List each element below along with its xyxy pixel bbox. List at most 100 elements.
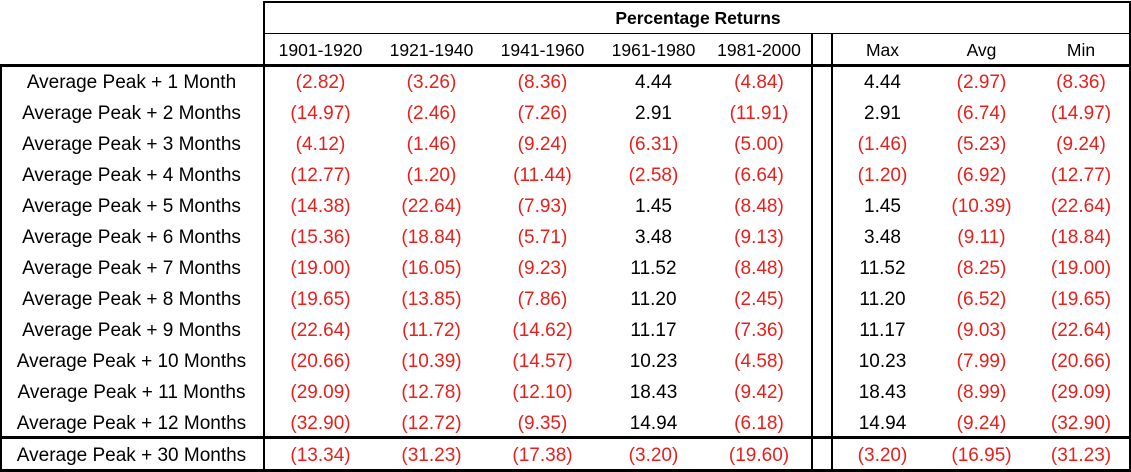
- row-label: Average Peak + 6 Months: [22, 227, 241, 248]
- border-gap-right: [831, 33, 833, 472]
- table-cell: (14.97): [1050, 103, 1112, 124]
- table-cell: (12.77): [1050, 165, 1112, 186]
- column-header-0: 1901-1920: [278, 40, 363, 60]
- border-label-divider: [263, 64, 265, 472]
- table-cell: (6.74): [956, 103, 1007, 124]
- table-cell: (20.66): [1050, 351, 1112, 372]
- border-bottom: [0, 469, 1131, 472]
- table-cell: (12.72): [401, 413, 462, 434]
- table-cell: (14.97): [290, 103, 351, 124]
- column-header-6: Avg: [966, 40, 997, 60]
- table-cell: (13.34): [290, 445, 351, 466]
- row-label: Average Peak + 4 Months: [22, 165, 241, 186]
- table-cell: (8.25): [956, 258, 1007, 279]
- table-cell: 10.23: [858, 351, 907, 372]
- table-cell: 1.45: [864, 196, 901, 217]
- table-cell: (18.84): [401, 227, 462, 248]
- table-cell: (29.09): [290, 382, 351, 403]
- table-cell: (4.12): [295, 134, 346, 155]
- table-cell: 11.52: [630, 258, 677, 279]
- table-cell: (14.57): [512, 351, 573, 372]
- table-cell: (6.31): [628, 134, 679, 155]
- table-cell: (9.35): [517, 413, 568, 434]
- table-cell: (11.72): [402, 320, 461, 341]
- table-cell: (12.77): [290, 165, 351, 186]
- table-cell: 11.20: [630, 289, 677, 310]
- border-left-body: [0, 64, 2, 472]
- table-cell: (9.24): [956, 413, 1007, 434]
- table-cell: (19.00): [1050, 258, 1112, 279]
- table-cell: (1.46): [406, 134, 457, 155]
- table-cell: 2.91: [864, 103, 901, 124]
- table-cell: (18.84): [1050, 227, 1112, 248]
- table-cell: (1.20): [857, 165, 908, 186]
- table-cell: (6.64): [734, 165, 784, 186]
- table-cell: (1.20): [406, 165, 457, 186]
- table-cell: (7.93): [517, 196, 568, 217]
- table-cell: (5.71): [517, 227, 568, 248]
- table-cell: (8.36): [1056, 72, 1106, 93]
- table-cell: (9.42): [734, 382, 784, 403]
- table-cell: (2.45): [734, 289, 784, 310]
- table-cell: 3.48: [635, 227, 672, 248]
- table-cell: 11.17: [859, 320, 906, 341]
- table-cell: (2.46): [406, 103, 457, 124]
- table-cell: (32.90): [290, 413, 351, 434]
- table-cell: (4.84): [734, 72, 784, 93]
- table-cell: 3.48: [864, 227, 901, 248]
- table-cell: (9.24): [517, 134, 568, 155]
- table-cell: (9.13): [734, 227, 784, 248]
- table-cell: (14.38): [290, 196, 351, 217]
- table-cell: (6.18): [734, 413, 784, 434]
- column-header-5: Max: [865, 40, 900, 60]
- border-left-header: [263, 1, 265, 67]
- border-right: [1129, 1, 1131, 472]
- table-cell: (12.10): [512, 382, 573, 403]
- table-cell: 18.43: [629, 382, 678, 403]
- border-top: [263, 1, 1131, 3]
- table-cell: (22.64): [1050, 320, 1112, 341]
- table-cell: (8.99): [956, 382, 1007, 403]
- table-cell: (22.64): [401, 196, 462, 217]
- table-cell: 11.17: [630, 320, 677, 341]
- table-cell: (19.65): [290, 289, 351, 310]
- table-cell: (10.39): [401, 351, 462, 372]
- table-cell: (4.58): [734, 351, 784, 372]
- table-title: Percentage Returns: [615, 8, 781, 28]
- table-cell: (2.82): [295, 72, 346, 93]
- table-cell: 2.91: [635, 103, 672, 124]
- table-cell: (31.23): [1050, 445, 1112, 466]
- row-label: Average Peak + 30 Months: [16, 445, 247, 466]
- table-cell: (11.91): [729, 103, 789, 124]
- table-cell: 11.20: [859, 289, 906, 310]
- table-cell: (1.46): [857, 134, 908, 155]
- table-cell: 4.44: [635, 72, 672, 93]
- table-cell: 14.94: [629, 413, 678, 434]
- table-cell: 10.23: [629, 351, 678, 372]
- table-cell: 1.45: [635, 196, 672, 217]
- table-cell: (5.23): [956, 134, 1007, 155]
- border-above-total: [0, 436, 1131, 439]
- table-cell: (19.00): [290, 258, 351, 279]
- table-cell: (7.99): [956, 351, 1007, 372]
- row-label: Average Peak + 7 Months: [22, 258, 241, 279]
- table-cell: 11.52: [859, 258, 906, 279]
- row-label: Average Peak + 12 Months: [16, 413, 247, 434]
- table-cell: (19.60): [728, 445, 790, 466]
- table-cell: (9.23): [517, 258, 568, 279]
- table-cell: (9.24): [1056, 134, 1106, 155]
- row-label: Average Peak + 9 Months: [22, 320, 241, 341]
- column-header-4: 1981-2000: [717, 40, 801, 60]
- column-header-7: Min: [1066, 40, 1096, 60]
- table-cell: (8.48): [734, 196, 784, 217]
- table-cell: (7.36): [734, 320, 784, 341]
- table-cell: (16.05): [401, 258, 462, 279]
- table-cell: (3.20): [628, 445, 679, 466]
- table-cell: (9.11): [957, 227, 1006, 248]
- table-cell: (3.20): [857, 445, 908, 466]
- table-cell: (20.66): [290, 351, 351, 372]
- table-cell: (15.36): [290, 227, 351, 248]
- table-cell: (14.62): [512, 320, 573, 341]
- table-cell: (22.64): [290, 320, 351, 341]
- table-cell: (11.44): [513, 165, 572, 186]
